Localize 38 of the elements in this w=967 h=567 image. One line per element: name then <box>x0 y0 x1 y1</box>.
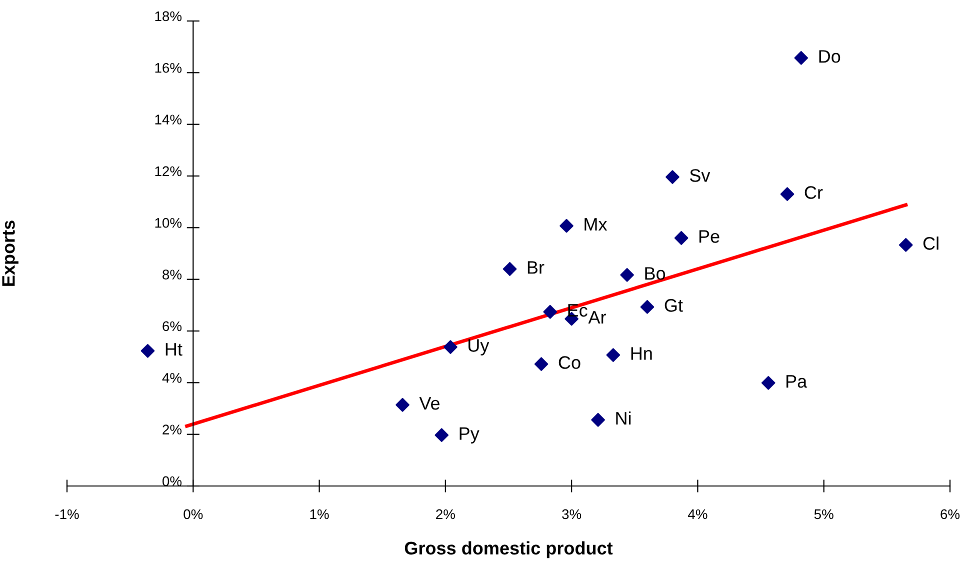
y-tick-label: 10% <box>155 218 182 228</box>
y-tick-label: 18% <box>155 11 182 22</box>
annotation: Sv <box>690 169 710 182</box>
y-axis-title: Exports <box>2 220 18 286</box>
x-axis-title: Gross domestic product <box>404 541 613 558</box>
y-tick-label: 12% <box>155 166 182 176</box>
x-tick-label: 6% <box>940 509 960 520</box>
x-tick-label: 5% <box>814 509 834 520</box>
annotation: Pe <box>699 230 720 243</box>
x-tick-label: 1% <box>310 509 329 520</box>
x-tick-label: 4% <box>688 509 708 520</box>
x-tick-label: 2% <box>436 509 455 520</box>
annotation: Py <box>460 427 480 444</box>
annotation: Hn <box>631 347 652 360</box>
annotation: Ht <box>166 343 182 356</box>
annotation: Uy <box>468 339 490 356</box>
annotation: Co <box>558 356 580 369</box>
annotation: Cl <box>923 236 938 250</box>
annotation: Ve <box>419 397 440 410</box>
y-tick-label: 6% <box>162 321 182 332</box>
annotation: Pa <box>786 375 808 388</box>
annotation: Do <box>819 50 840 63</box>
annotation: Cr <box>804 186 823 199</box>
annotation: Ar <box>588 311 606 324</box>
annotation: Br <box>528 261 544 274</box>
annotation: Bo <box>645 267 666 280</box>
x-tick-label: -1% <box>55 509 79 520</box>
x-tick-label: 0% <box>184 509 203 520</box>
y-tick-label: 16% <box>155 62 182 73</box>
annotation: Ni <box>616 411 631 425</box>
annotation: Mx <box>584 218 608 231</box>
x-tick-label: 3% <box>562 509 582 520</box>
y-tick-label: 2% <box>162 424 182 434</box>
annotation: Gt <box>664 299 683 312</box>
annotation: Ec <box>568 304 588 317</box>
y-tick-label: 8% <box>162 270 182 280</box>
y-tick-label: 14% <box>155 114 182 124</box>
y-tick-label: 4% <box>162 373 182 383</box>
